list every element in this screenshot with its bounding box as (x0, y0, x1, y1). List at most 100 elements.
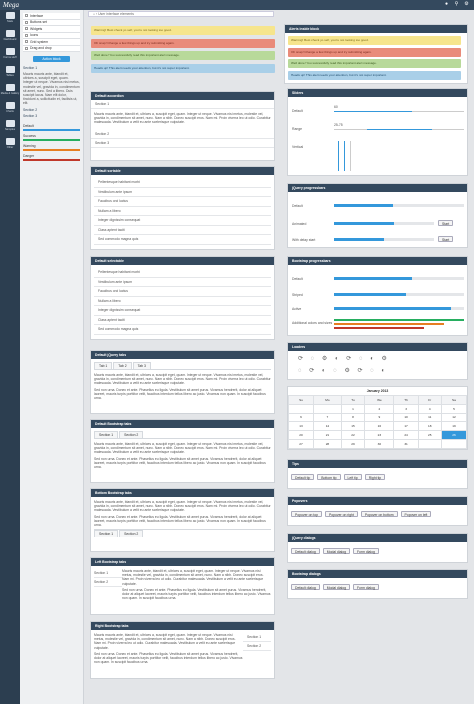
bsdialogs-button[interactable]: Default dialog (291, 584, 320, 590)
sortable-item[interactable]: Sed commodo magna quis (94, 235, 271, 245)
jqdialogs-button[interactable]: Default dialog (291, 548, 320, 554)
tab[interactable]: Section 2 (94, 578, 122, 587)
accordion-section[interactable]: Section 1 (91, 100, 274, 109)
calendar-day[interactable]: 22 (340, 430, 366, 440)
nav-item-stats[interactable]: Stats (0, 10, 20, 28)
calendar-day[interactable]: 11 (417, 412, 442, 423)
checkbox-icon[interactable] (25, 20, 28, 24)
vertical-slider[interactable] (344, 141, 345, 171)
calendar-day[interactable]: 5 (440, 403, 468, 414)
accordion-section[interactable]: Section 3 (91, 139, 274, 148)
calendar-day[interactable]: 21 (313, 430, 342, 440)
checkbox-icon[interactable] (25, 14, 28, 18)
checkbox-icon[interactable] (25, 40, 28, 44)
selectable-item[interactable]: Pellentesque habitant morbi (94, 268, 271, 278)
calendar-day[interactable]: 9 (364, 412, 395, 423)
selectable-item[interactable]: Class aptent taciti (94, 316, 271, 325)
home-icon[interactable]: ⌂ (93, 12, 96, 16)
sortable-item[interactable]: Pellentesque habitant morbi (94, 178, 271, 188)
calendar-day[interactable]: 29 (340, 438, 366, 449)
calendar-day[interactable]: 12 (440, 412, 468, 423)
calendar-day[interactable]: 14 (313, 421, 342, 432)
popovers-button[interactable]: Popover on left (400, 511, 432, 517)
gear-icon[interactable]: ⚙ (464, 1, 469, 7)
calendar-day[interactable]: 8 (340, 412, 366, 423)
calendar-day[interactable]: 18 (417, 421, 442, 432)
vertical-slider[interactable] (350, 141, 351, 171)
default-slider[interactable] (334, 111, 464, 112)
nav-item-dashboard[interactable]: Dashboard (0, 28, 20, 46)
tips-button[interactable]: Default tip (291, 474, 315, 480)
checkbox-icon[interactable] (25, 33, 28, 37)
calendar-day[interactable]: 23 (364, 430, 395, 440)
calendar-day[interactable]: 10 (393, 412, 419, 423)
tab[interactable]: Section 1 (94, 530, 119, 538)
popovers-button[interactable]: Popover on right (325, 511, 358, 517)
sortable-item[interactable]: Nullam a libero (94, 207, 271, 216)
tab[interactable]: Section 2 (119, 431, 144, 438)
sidebar-check-item[interactable]: Icons (23, 32, 80, 39)
calendar-day[interactable]: 16 (364, 421, 395, 432)
calendar-day[interactable]: 3 (393, 403, 419, 414)
tab[interactable]: Tab 2 (113, 362, 132, 369)
search-icon[interactable]: ⚲ (454, 1, 459, 7)
tips-button[interactable]: Right tip (364, 474, 386, 480)
tab[interactable]: Section 1 (94, 431, 119, 438)
nav-item-tables[interactable]: Tables (0, 64, 20, 82)
nav-item-other[interactable]: Other (0, 136, 20, 154)
action-button[interactable]: Action block (33, 56, 70, 62)
nav-item-charts[interactable]: Charts (0, 100, 20, 118)
sidebar-section-2[interactable]: Section 2 (23, 107, 38, 112)
calendar-day[interactable]: 24 (393, 430, 419, 440)
calendar-day[interactable]: 28 (313, 438, 342, 449)
vertical-slider[interactable] (338, 141, 339, 171)
selectable-item[interactable]: Integer dignissim consequat (94, 306, 271, 316)
sortable-item[interactable]: Class aptent taciti (94, 226, 271, 235)
selectable-item[interactable]: Sed commodo magna quis (94, 325, 271, 335)
selectable-item[interactable]: Faucibus orci luctus (94, 287, 271, 297)
tab[interactable]: Section 1 (243, 633, 271, 642)
selectable-item[interactable]: Vestibulum ante ipsum (94, 278, 271, 287)
sidebar-section-1[interactable]: Section 1 (23, 66, 38, 70)
nav-item-samples[interactable]: Samples (0, 118, 20, 136)
sortable-item[interactable]: Integer dignissim consequat (94, 216, 271, 226)
nav-item-media-gallery[interactable]: Media & Gallery (0, 82, 20, 100)
sidebar-check-item[interactable]: Grid system (23, 39, 80, 46)
tab[interactable]: Section 2 (243, 642, 271, 651)
calendar-day[interactable]: 2 (364, 403, 395, 414)
tab[interactable]: Section 1 (94, 569, 122, 578)
calendar-day[interactable]: 25 (417, 430, 442, 440)
checkbox-icon[interactable] (25, 46, 28, 50)
calendar-day[interactable]: 7 (313, 412, 342, 423)
calendar-day[interactable]: 20 (287, 430, 315, 440)
sortable-item[interactable]: Vestibulum ante ipsum (94, 188, 271, 197)
calendar-day[interactable]: 13 (287, 421, 315, 432)
calendar-day[interactable]: 17 (393, 421, 419, 432)
bsdialogs-button[interactable]: Form dialog (352, 584, 379, 590)
calendar-day[interactable]: 6 (287, 412, 315, 423)
user-icon[interactable]: ● (444, 1, 449, 7)
calendar-day[interactable]: 19 (440, 421, 468, 432)
sidebar-check-item[interactable]: Buttons set (23, 19, 80, 26)
tab[interactable]: Tab 3 (132, 362, 151, 369)
sidebar-check-item[interactable]: Interface (23, 13, 80, 20)
tips-button[interactable]: Left tip (343, 474, 362, 480)
calendar-day[interactable]: 4 (417, 403, 442, 414)
popovers-button[interactable]: Popover on bottom (360, 511, 398, 517)
range-slider[interactable] (334, 129, 464, 130)
tips-button[interactable]: Bottom tip (317, 474, 341, 480)
accordion-section[interactable]: Section 2 (91, 130, 274, 139)
jqdialogs-button[interactable]: Form dialog (352, 548, 379, 554)
start-button[interactable]: Start (438, 236, 454, 242)
sidebar-section-3[interactable]: Section 3 (23, 113, 38, 118)
calendar-day[interactable]: 15 (340, 421, 366, 432)
tab[interactable]: Tab 1 (94, 362, 113, 369)
sidebar-check-item[interactable]: Drag and drop (23, 45, 80, 52)
start-button[interactable]: Start (438, 220, 454, 226)
calendar-day[interactable]: 30 (364, 438, 395, 449)
calendar-day[interactable]: 26 (440, 430, 468, 440)
popovers-button[interactable]: Popover on top (291, 511, 322, 517)
calendar-day[interactable]: 1 (340, 403, 366, 414)
tab[interactable]: Section 2 (119, 530, 144, 538)
calendar-day[interactable]: 27 (287, 438, 315, 449)
